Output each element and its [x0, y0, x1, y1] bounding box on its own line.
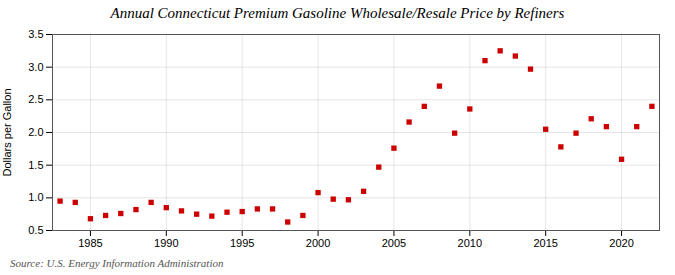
svg-text:1.0: 1.0 — [28, 191, 43, 203]
svg-text:2015: 2015 — [533, 237, 557, 249]
html-text:Source: U.S. Energy Informatio: Source: U.S. Energy Information Administ… — [10, 257, 224, 269]
svg-text:2010: 2010 — [458, 237, 482, 249]
svg-text:2005: 2005 — [382, 237, 406, 249]
svg-text:Dollars per Gallon: Dollars per Gallon — [1, 88, 13, 176]
svg-text:1990: 1990 — [154, 237, 178, 249]
svg-text:1995: 1995 — [230, 237, 254, 249]
html-text:Annual Connecticut Premium Gas: Annual Connecticut Premium Gasoline Whol… — [110, 5, 565, 21]
svg-text:2000: 2000 — [306, 237, 330, 249]
svg-text:3.5: 3.5 — [28, 28, 43, 40]
svg-text:3.0: 3.0 — [28, 61, 43, 73]
svg-text:2.5: 2.5 — [28, 93, 43, 105]
svg-text:2020: 2020 — [609, 237, 633, 249]
svg-text:1985: 1985 — [78, 237, 102, 249]
svg-text:2.0: 2.0 — [28, 126, 43, 138]
svg-text:1.5: 1.5 — [28, 159, 43, 171]
svg-text:0.5: 0.5 — [28, 224, 43, 236]
